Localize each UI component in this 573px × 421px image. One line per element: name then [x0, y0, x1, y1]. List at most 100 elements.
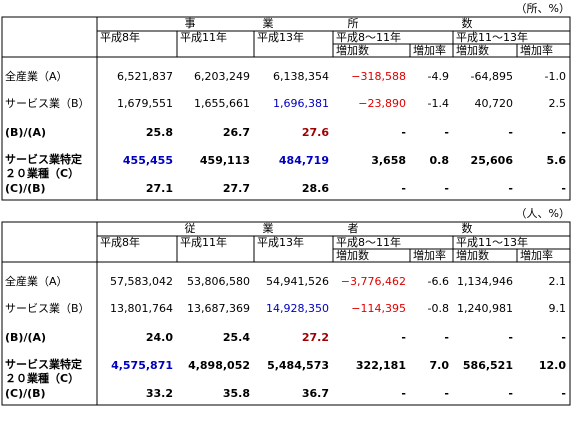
sub-header: 増加率 — [413, 43, 446, 57]
cell: 33.2 — [146, 387, 173, 400]
row-label: (C)/(B) — [5, 387, 46, 400]
cell: 25,606 — [471, 154, 514, 167]
cell: - — [401, 331, 406, 344]
cell: - — [508, 182, 513, 195]
cell: - — [401, 182, 406, 195]
cell: 6,138,354 — [273, 70, 329, 83]
cell: 57,583,042 — [110, 275, 173, 288]
cell: 28.6 — [302, 182, 329, 195]
cell: 2.1 — [549, 275, 567, 288]
cell: 1,679,551 — [117, 97, 173, 110]
cell: - — [561, 331, 566, 344]
cell: 0.8 — [430, 154, 450, 167]
sub-header: 増加数 — [456, 44, 489, 57]
column-header: 平成13年 — [257, 235, 304, 249]
cell: 35.8 — [223, 387, 250, 400]
cell: 13,801,764 — [110, 302, 173, 315]
cell: -4.9 — [428, 70, 449, 83]
cell: - — [508, 387, 513, 400]
title-char: 業 — [263, 17, 274, 30]
cell: 25.4 — [223, 331, 250, 344]
cell: 4,575,871 — [111, 359, 173, 372]
column-header: 平成13年 — [257, 30, 304, 44]
table-frame — [1, 16, 571, 201]
column-header: 平成11年 — [180, 30, 227, 44]
column-header: 平成8～11年 — [336, 30, 401, 44]
cell: - — [401, 126, 406, 139]
cell: 36.7 — [302, 387, 329, 400]
unit: （所、%） — [516, 2, 570, 15]
row-label: サービス業特定 — [5, 152, 82, 166]
cell: - — [508, 331, 513, 344]
sub-header: 増加数 — [456, 249, 489, 262]
column-header: 平成8～11年 — [336, 235, 401, 249]
cell: 7.0 — [430, 359, 450, 372]
cell: - — [444, 126, 449, 139]
cell: 13,687,369 — [187, 302, 250, 315]
cell: - — [561, 182, 566, 195]
cell: 6,521,837 — [117, 70, 173, 83]
title-char: 数 — [462, 17, 473, 30]
cell: - — [444, 387, 449, 400]
cell: 322,181 — [356, 359, 406, 372]
row-label: サービス業特定 — [5, 357, 82, 371]
cell: −23,890 — [358, 97, 406, 110]
cell: 24.0 — [146, 331, 173, 344]
cell: 5.6 — [547, 154, 567, 167]
row-label: ２０業種（C） — [5, 166, 79, 180]
row-label: 全産業（A） — [5, 69, 68, 83]
sub-header: 増加率 — [520, 43, 553, 57]
row-label: (B)/(A) — [5, 331, 46, 344]
cell: 2.5 — [549, 97, 567, 110]
row-label: サービス業（B） — [5, 302, 90, 315]
cell: 484,719 — [279, 154, 329, 167]
cell: 27.1 — [146, 182, 173, 195]
unit: （人、%） — [516, 207, 570, 220]
row-label: 全産業（A） — [5, 274, 68, 288]
cell: 6,203,249 — [194, 70, 250, 83]
sub-header: 増加数 — [336, 44, 369, 57]
cell: 459,113 — [200, 154, 250, 167]
row-label: (B)/(A) — [5, 126, 46, 139]
cell: - — [561, 126, 566, 139]
column-header: 平成11～13年 — [456, 235, 528, 249]
cell: 27.7 — [223, 182, 250, 195]
cell: - — [444, 182, 449, 195]
column-header: 平成11年 — [180, 235, 227, 249]
cell: 26.7 — [223, 126, 250, 139]
cell: 5,484,573 — [267, 359, 329, 372]
row-label: サービス業（B） — [5, 97, 90, 110]
title-char: 事 — [185, 17, 196, 30]
cell: 586,521 — [463, 359, 513, 372]
title-char: 者 — [348, 222, 359, 235]
cell: - — [401, 387, 406, 400]
cell: -1.0 — [545, 70, 566, 83]
cell: 1,134,946 — [457, 275, 513, 288]
cell: - — [444, 331, 449, 344]
cell: 25.8 — [146, 126, 173, 139]
table-frame — [1, 221, 571, 406]
cell: −3,776,462 — [341, 275, 406, 288]
cell: 4,898,052 — [188, 359, 250, 372]
cell: -64,895 — [471, 70, 513, 83]
column-header: 平成8年 — [100, 30, 140, 44]
cell: 1,655,661 — [194, 97, 250, 110]
row-label: (C)/(B) — [5, 182, 46, 195]
cell: - — [508, 126, 513, 139]
title-char: 数 — [462, 222, 473, 235]
sub-header: 増加率 — [413, 248, 446, 262]
cell: 12.0 — [539, 359, 566, 372]
column-header: 平成8年 — [100, 235, 140, 249]
cell: 14,928,350 — [266, 302, 329, 315]
cell: 54,941,526 — [266, 275, 329, 288]
cell: -1.4 — [428, 97, 449, 110]
cell: 40,720 — [475, 97, 514, 110]
sub-header: 増加率 — [520, 248, 553, 262]
cell: 455,455 — [123, 154, 173, 167]
title-char: 業 — [263, 222, 274, 235]
column-header: 平成11～13年 — [456, 30, 528, 44]
cell: 27.6 — [302, 126, 329, 139]
cell: -0.8 — [428, 302, 449, 315]
